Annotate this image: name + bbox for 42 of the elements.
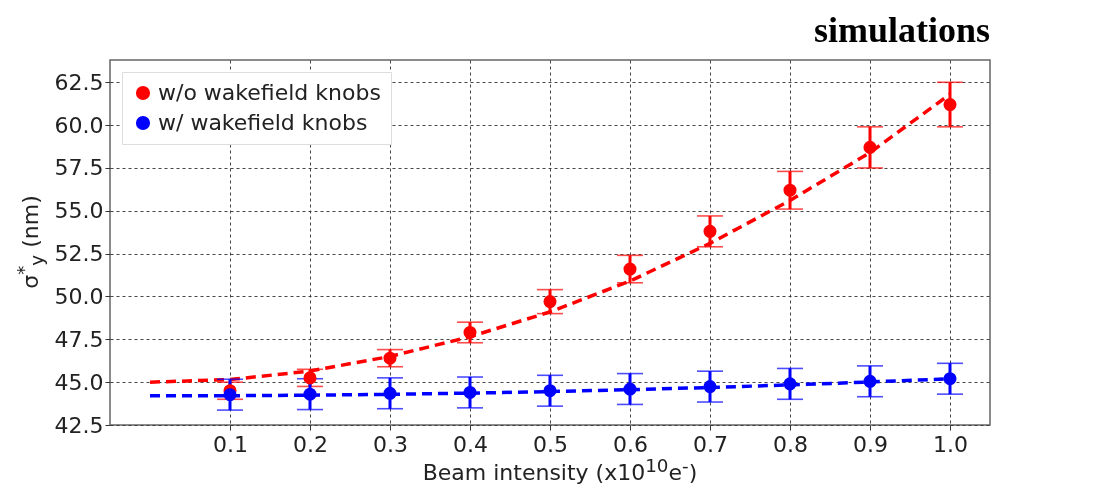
x-tick-label: 0.9 bbox=[853, 431, 888, 457]
point bbox=[543, 295, 557, 309]
y-tick-label: 60.0 bbox=[54, 112, 104, 138]
x-tick-label: 0.2 bbox=[293, 431, 328, 457]
x-tick-label: 0.5 bbox=[533, 431, 568, 457]
y-tick-label: 52.5 bbox=[54, 241, 104, 267]
x-tick-label: 1.0 bbox=[933, 431, 968, 457]
x-tick-label: 0.3 bbox=[373, 431, 408, 457]
point bbox=[863, 140, 877, 154]
point bbox=[383, 386, 397, 400]
legend-label: w/o wakefield knobs bbox=[158, 80, 381, 105]
point bbox=[783, 183, 797, 197]
x-tick-label: 0.7 bbox=[693, 431, 728, 457]
y-tick-label: 55.0 bbox=[54, 198, 104, 224]
point bbox=[783, 377, 797, 391]
chart-title: simulations bbox=[813, 10, 990, 50]
x-axis-title: Beam intensity (x10$^{10}$e$^{-}$) bbox=[422, 454, 698, 486]
point bbox=[223, 388, 237, 402]
x-tick-label: 0.4 bbox=[453, 431, 488, 457]
point bbox=[863, 374, 877, 388]
point bbox=[943, 372, 957, 386]
point bbox=[543, 384, 557, 398]
y-tick-label: 50.0 bbox=[54, 283, 104, 309]
point bbox=[623, 262, 637, 276]
legend-label: w/ wakefield knobs bbox=[158, 110, 368, 135]
y-tick-label: 57.5 bbox=[54, 155, 104, 181]
point bbox=[463, 385, 477, 399]
point bbox=[703, 224, 717, 238]
y-tick-label: 45.0 bbox=[54, 369, 104, 395]
y-tick-label: 42.5 bbox=[54, 412, 104, 438]
point bbox=[383, 351, 397, 365]
point bbox=[303, 387, 317, 401]
point bbox=[303, 371, 317, 385]
point bbox=[943, 98, 957, 112]
x-tick-label: 0.1 bbox=[213, 431, 248, 457]
y-tick-label: 47.5 bbox=[54, 326, 104, 352]
point bbox=[463, 325, 477, 339]
point bbox=[703, 380, 717, 394]
x-tick-label: 0.6 bbox=[613, 431, 648, 457]
point bbox=[623, 382, 637, 396]
y-tick-label: 62.5 bbox=[54, 69, 104, 95]
x-tick-label: 0.8 bbox=[773, 431, 808, 457]
